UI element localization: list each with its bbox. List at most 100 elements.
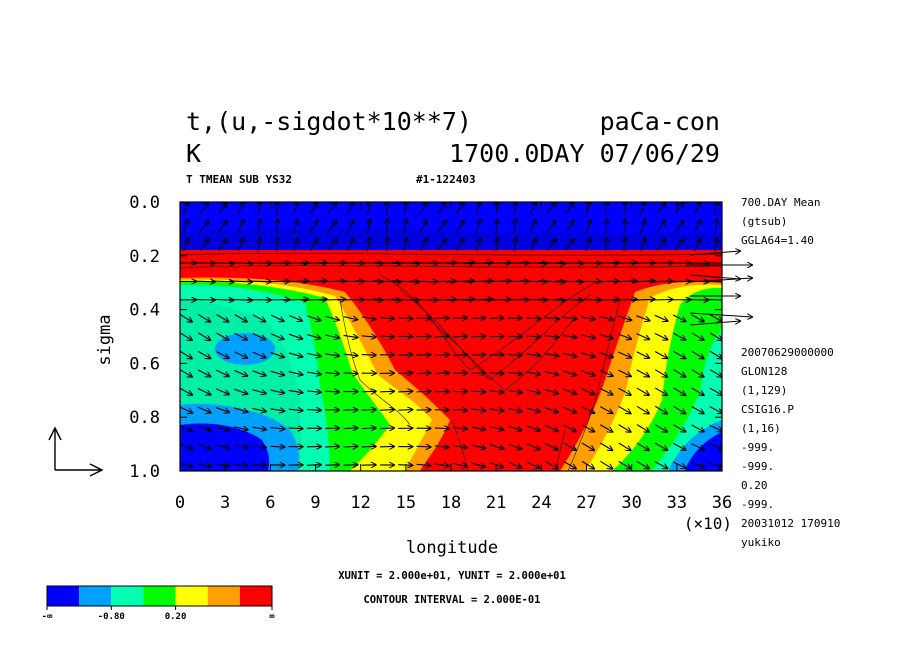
wind-vector (471, 318, 485, 319)
x-axis: 0 3 6 9 12 15 18 21 24 27 30 33 36 (175, 202, 732, 513)
wind-vector (612, 299, 636, 300)
wind-vector (562, 335, 577, 337)
wind-vector (581, 424, 594, 432)
wind-vector (233, 407, 247, 412)
wind-vector (562, 370, 576, 375)
wind-vector (455, 239, 464, 251)
wind-vector (307, 315, 320, 321)
wind-vector (631, 262, 655, 263)
wind-vector (673, 369, 685, 377)
subtitle-left: T TMEAN SUB YS32 (186, 173, 292, 186)
wind-vector (654, 332, 668, 339)
wind-vector (437, 221, 447, 233)
colorbar-swatch (143, 586, 176, 606)
wind-vector (618, 442, 631, 450)
wind-vector (180, 462, 192, 467)
wind-vector (380, 410, 394, 411)
wind-vector (563, 424, 577, 431)
wind-vector (618, 460, 631, 468)
wind-vector (464, 299, 492, 300)
wind-vector (197, 463, 211, 466)
wind-vector (489, 391, 504, 392)
info-line: yukiko (741, 536, 781, 549)
wind-vector (691, 350, 704, 358)
wind-vector (199, 239, 208, 251)
x-scale-label: (×10) (684, 514, 732, 533)
reference-vector-icon (48, 426, 104, 477)
wind-vector (419, 202, 427, 215)
wind-vector (301, 281, 327, 282)
wind-vector (197, 350, 210, 358)
wind-vector (306, 372, 321, 374)
wind-vector (563, 406, 576, 413)
wind-vector (434, 464, 449, 466)
wind-vector (234, 332, 247, 340)
wind-vector (691, 369, 704, 377)
wind-vector (288, 390, 303, 392)
wind-vector (636, 315, 649, 321)
wind-vector (199, 202, 208, 215)
wind-vector (709, 350, 722, 358)
colorbar-swatch (111, 586, 144, 606)
wind-vectors (180, 202, 722, 469)
wind-vector (270, 446, 284, 447)
wind-vector (234, 388, 247, 394)
x-tick-label: 30 (621, 493, 641, 513)
y-axis-title: sigma (95, 314, 115, 365)
wind-vector (471, 336, 485, 337)
wind-vector (380, 317, 394, 318)
wind-vector (617, 351, 631, 358)
info-line: 0.20 (741, 479, 768, 492)
wind-vector (581, 406, 595, 413)
wind-vector (640, 238, 646, 252)
x-tick-label: 24 (531, 493, 551, 513)
wind-vector (404, 238, 407, 252)
wind-vector (182, 238, 188, 252)
wind-vector (325, 373, 339, 374)
wind-vector (705, 263, 722, 264)
x-tick-label: 18 (441, 493, 461, 513)
wind-vector (306, 410, 321, 411)
wind-vector (361, 355, 376, 356)
wind-vector (233, 427, 248, 430)
chart-title: t,(u,-sigdot*10**7) (186, 107, 472, 136)
wind-vector (197, 425, 211, 431)
wind-vector (434, 428, 449, 429)
wind-vector (258, 238, 260, 252)
wind-vector (309, 202, 318, 215)
wind-vector (346, 220, 354, 233)
wind-vector (437, 203, 447, 214)
wind-vector (519, 299, 547, 300)
wind-vector (234, 351, 248, 358)
info-line: -999. (741, 498, 774, 511)
wind-vector (361, 336, 376, 337)
wind-vector (636, 424, 649, 432)
wind-vector (585, 220, 591, 234)
wind-vector (252, 427, 266, 429)
colorbar-frame (46, 585, 273, 607)
wind-vector (258, 202, 260, 216)
wind-vector (427, 281, 456, 282)
wind-vector (237, 202, 244, 215)
wind-vector (327, 239, 337, 251)
wind-vector (475, 202, 480, 215)
wind-vector (618, 424, 631, 432)
time-label: 1700.0DAY 07/06/29 (449, 139, 720, 168)
wind-vector (416, 391, 431, 392)
wind-vector (217, 221, 226, 233)
wind-vector (416, 446, 431, 447)
wind-vector (508, 461, 522, 467)
wind-vector (252, 408, 266, 411)
colorbar-label: ∞ (269, 612, 275, 622)
wind-vector (252, 389, 265, 394)
wind-vector (288, 333, 302, 339)
wind-vector (617, 333, 631, 339)
wind-vector (437, 239, 447, 251)
wind-vector (544, 389, 558, 394)
wind-vector (343, 354, 358, 355)
wind-vector (618, 405, 631, 413)
wind-vector (496, 238, 497, 252)
wind-vector (373, 299, 400, 300)
wind-vector (416, 464, 431, 465)
wind-vector (252, 314, 265, 322)
